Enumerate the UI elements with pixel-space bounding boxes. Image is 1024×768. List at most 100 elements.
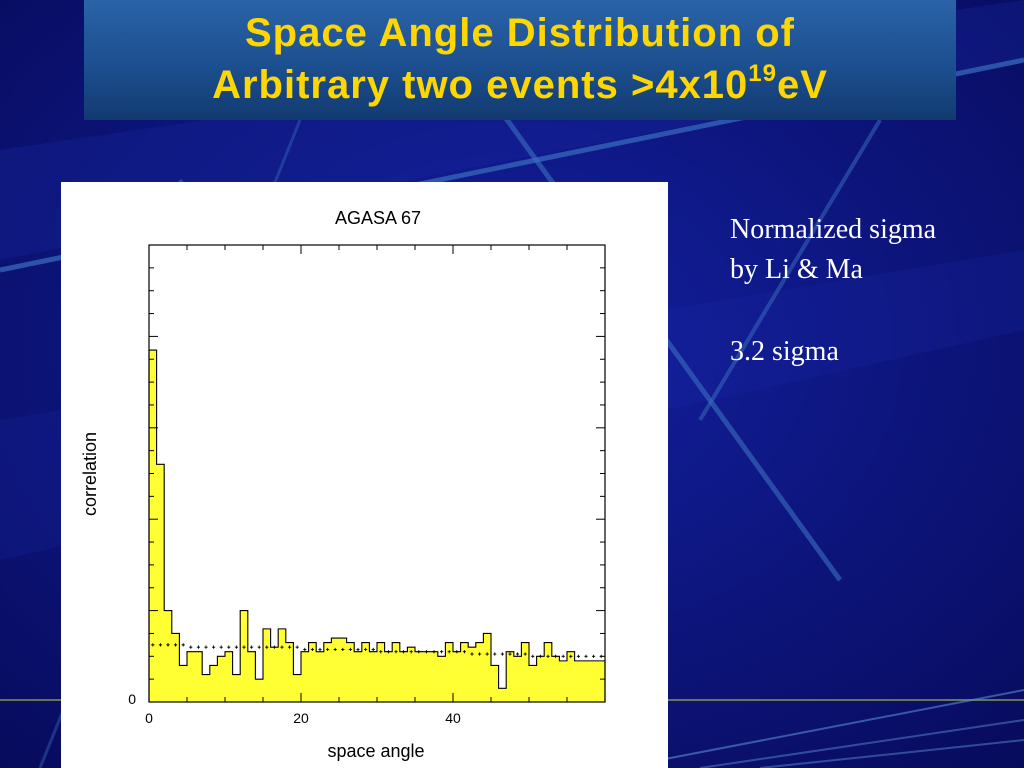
expected-point [272,645,276,649]
histogram-bar [263,628,271,702]
expected-point [402,650,406,654]
histogram-bar [339,638,347,702]
histogram-bar [171,633,180,702]
histogram-bar [536,656,545,702]
expected-point [204,645,208,649]
histogram-bar [521,642,530,702]
expected-point [485,652,489,656]
histogram-bar [437,656,446,702]
histogram-bar [225,651,233,702]
histogram-bar [202,674,211,702]
histogram-bar [232,674,241,702]
expected-point [409,650,413,654]
expected-point [478,652,482,656]
histogram-bar [369,651,378,702]
expected-point [516,652,520,656]
histogram-bar [597,660,606,702]
histogram-bar [399,651,408,702]
expected-point [181,643,185,647]
y-tick-label: 0 [128,691,136,707]
plot-frame [148,244,606,703]
histogram-bar [217,656,226,702]
note-normalized-sigma: Normalized sigma [730,214,937,245]
histogram-bar [377,642,385,702]
expected-point [493,652,497,656]
histogram-bar [278,628,287,702]
histogram-bar [453,651,461,702]
expected-point [462,650,466,654]
histogram-bar [529,665,537,702]
histogram-bar [209,665,218,702]
expected-point [227,645,231,649]
expected-point [447,650,451,654]
expected-point [310,647,314,652]
expected-point [576,654,580,658]
expected-point [333,647,337,652]
expected-point [242,645,246,649]
expected-point [257,645,261,649]
histogram-bar [255,679,264,702]
histogram-bar [194,651,203,702]
histogram-bar [293,674,302,702]
expected-point [394,650,398,654]
x-tick-label: 20 [293,710,309,726]
histogram-bar [331,638,340,702]
histogram-bar [415,651,423,702]
histogram-bar [164,610,173,702]
expected-point [440,650,444,654]
histogram-bar [240,610,249,702]
histogram-bar [361,642,370,702]
histogram-outline [148,349,606,702]
histogram-bar [574,660,583,702]
histogram-bar [589,660,598,702]
histogram-bar [483,633,492,702]
histogram-bar [445,642,454,702]
histogram-bar [460,642,469,702]
chart-title: AGASA 67 [335,208,421,228]
title-line-2-unit: eV [777,63,828,107]
expected-point [508,652,512,656]
title-exponent: 19 [748,59,777,87]
expected-point [432,650,436,654]
expected-point [371,647,375,652]
histogram-bar [384,651,393,702]
chart-panel: AGASA 67 0 20 40 0 space angle correlation [61,182,668,768]
expected-point [424,650,428,654]
expected-point [592,654,596,658]
expected-point [166,643,170,647]
expected-point [151,643,155,647]
expected-point [569,654,573,658]
histogram-bar [506,651,515,702]
slide-title-line-1: Space Angle Distribution of [245,11,795,55]
histogram-bar [567,651,575,702]
histogram-bar [468,647,477,702]
expected-point [379,650,383,654]
expected-point [356,647,360,652]
expected-point [318,647,322,652]
expected-point [219,645,223,649]
x-tick-label: 40 [445,710,461,726]
histogram-bar [285,642,294,702]
expected-point [280,645,284,649]
expected-point [174,643,178,647]
histogram-bar [475,642,484,702]
histogram-bar [149,350,157,702]
histogram-bar [179,665,188,702]
expected-point [364,647,368,652]
histogram-bar [430,651,439,702]
x-axis-label: space angle [327,741,424,761]
expected-point [584,654,588,658]
histogram-bar [354,651,363,702]
expected-point [417,650,421,654]
expected-point [531,654,535,658]
histogram-bar [316,651,325,702]
expected-point [265,645,269,649]
histogram-bar [513,656,522,702]
note-sigma-value: 3.2 sigma [730,336,839,367]
expected-point [196,645,200,649]
expected-point [326,647,330,652]
expected-point [561,654,565,658]
histogram-bar [559,660,568,702]
histogram-bar [544,642,553,702]
histogram-bar [422,651,431,702]
